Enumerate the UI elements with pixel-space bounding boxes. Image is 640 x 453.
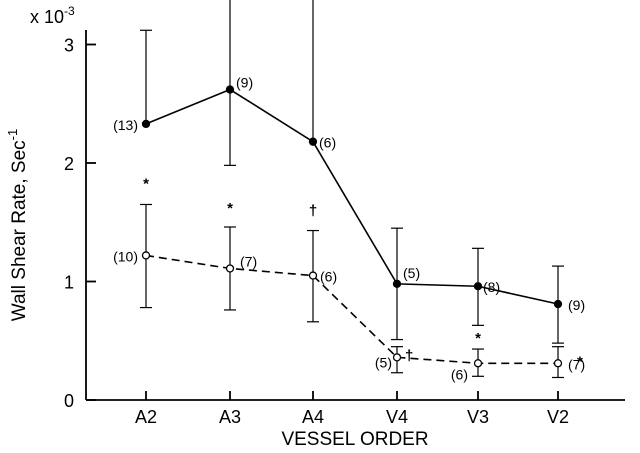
y-multiplier: x 10-3 (30, 4, 75, 27)
data-point-solid (141, 119, 151, 129)
error-bar-layer (140, 0, 564, 379)
data-point-dashed (392, 353, 402, 362)
data-point-solid (553, 299, 563, 309)
y-tick-label: 1 (64, 273, 74, 293)
x-tick-label: V2 (547, 407, 569, 427)
x-tick-label: A4 (302, 407, 324, 427)
x-tick-label: V4 (386, 407, 408, 427)
tick-layer: 0 1 2 3 A2 A3 A4 V4 V3 V2 (64, 36, 569, 428)
sample-size-label: (7) (568, 356, 585, 372)
x-tick-label: V3 (467, 407, 489, 427)
data-point-dashed (308, 271, 318, 280)
sample-size-label: (10) (113, 248, 138, 264)
significance-marker: * (577, 353, 583, 370)
y-axis-title: Wall Shear Rate, Sec-1 (5, 129, 30, 322)
y-axis-title-superscript: -1 (5, 129, 20, 141)
sample-size-label: (5) (403, 265, 420, 281)
x-tick-label: A3 (219, 407, 241, 427)
data-point-dashed (225, 264, 235, 273)
significance-marker: * (143, 175, 149, 192)
data-point-solid (225, 85, 235, 94)
x-axis-title: VESSEL ORDER (281, 429, 428, 450)
data-point-dashed (141, 251, 151, 260)
significance-marker: † (405, 347, 413, 364)
y-multiplier-exponent: -3 (64, 4, 75, 18)
significance-marker: * (227, 200, 233, 217)
series-line-layer (145, 88, 559, 365)
data-point-solid (473, 282, 483, 291)
x-axis: VESSEL ORDER (86, 399, 625, 450)
data-point-dashed (553, 359, 563, 368)
sample-size-label: (13) (113, 117, 138, 133)
series-line-solid (145, 88, 559, 305)
sample-size-label: (7) (240, 253, 257, 269)
significance-marker: † (309, 203, 317, 220)
x-tick-label: A2 (135, 407, 157, 427)
y-tick-label: 3 (64, 36, 74, 56)
y-axis: x 10-3 Wall Shear Rate, Sec-1 (5, 4, 87, 400)
data-point-dashed (473, 359, 483, 368)
y-tick-label: 2 (64, 154, 74, 174)
sample-size-label: (6) (451, 366, 468, 382)
data-label-layer: (13)(9)(6)(5)(8)(9)(10) (7)(6)(5)(6)(7)**… (113, 75, 585, 383)
sample-size-label: (5) (375, 354, 392, 370)
data-point-solid (392, 279, 402, 289)
point-layer (141, 85, 563, 368)
sample-size-label: (8) (483, 279, 500, 295)
significance-marker: * (475, 330, 481, 347)
sample-size-label: (6) (319, 135, 336, 151)
data-point-solid (308, 137, 318, 146)
series-line-dashed (145, 254, 558, 365)
sample-size-label: (9) (568, 297, 585, 313)
y-tick-label: 0 (64, 391, 74, 411)
sample-size-label: (9) (236, 75, 253, 91)
sample-size-label: (6) (320, 269, 337, 285)
